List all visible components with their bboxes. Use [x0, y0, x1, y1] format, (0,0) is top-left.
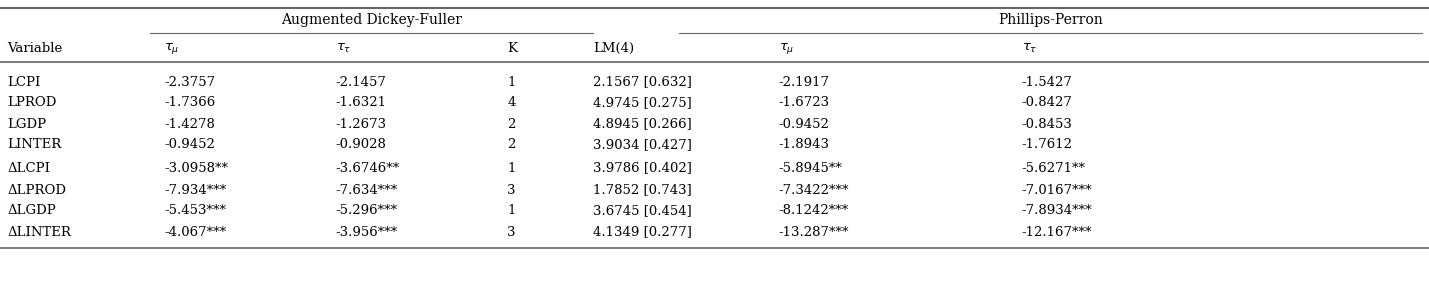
Text: 3.6745 [0.454]: 3.6745 [0.454] — [593, 204, 692, 217]
Text: 2: 2 — [507, 138, 516, 152]
Text: -1.6321: -1.6321 — [336, 96, 387, 109]
Text: -0.8453: -0.8453 — [1022, 117, 1073, 131]
Text: 1: 1 — [507, 204, 516, 217]
Text: -8.1242***: -8.1242*** — [779, 204, 849, 217]
Text: -7.8934***: -7.8934*** — [1022, 204, 1092, 217]
Text: -7.3422***: -7.3422*** — [779, 184, 849, 196]
Text: LPROD: LPROD — [7, 96, 57, 109]
Text: -3.956***: -3.956*** — [336, 225, 399, 239]
Text: LINTER: LINTER — [7, 138, 61, 152]
Text: 3.9034 [0.427]: 3.9034 [0.427] — [593, 138, 692, 152]
Text: 1: 1 — [507, 76, 516, 88]
Text: -7.934***: -7.934*** — [164, 184, 227, 196]
Text: -1.2673: -1.2673 — [336, 117, 387, 131]
Text: ΔLGDP: ΔLGDP — [7, 204, 56, 217]
Text: -0.9028: -0.9028 — [336, 138, 387, 152]
Text: ΔLPROD: ΔLPROD — [7, 184, 66, 196]
Text: -1.5427: -1.5427 — [1022, 76, 1073, 88]
Text: -1.8943: -1.8943 — [779, 138, 830, 152]
Text: 2.1567 [0.632]: 2.1567 [0.632] — [593, 76, 692, 88]
Text: 2: 2 — [507, 117, 516, 131]
Text: -5.453***: -5.453*** — [164, 204, 226, 217]
Text: -2.1457: -2.1457 — [336, 76, 387, 88]
Text: LGDP: LGDP — [7, 117, 46, 131]
Text: -5.296***: -5.296*** — [336, 204, 397, 217]
Text: 4.8945 [0.266]: 4.8945 [0.266] — [593, 117, 692, 131]
Text: -4.067***: -4.067*** — [164, 225, 226, 239]
Text: -1.7612: -1.7612 — [1022, 138, 1073, 152]
Text: 4.9745 [0.275]: 4.9745 [0.275] — [593, 96, 692, 109]
Text: -5.8945**: -5.8945** — [779, 162, 843, 174]
Text: -7.634***: -7.634*** — [336, 184, 399, 196]
Text: ΔLINTER: ΔLINTER — [7, 225, 71, 239]
Text: -2.3757: -2.3757 — [164, 76, 216, 88]
Text: ΔLCPI: ΔLCPI — [7, 162, 50, 174]
Text: $\tau_\tau$: $\tau_\tau$ — [336, 41, 352, 55]
Text: LCPI: LCPI — [7, 76, 40, 88]
Text: 3: 3 — [507, 225, 516, 239]
Text: -1.4278: -1.4278 — [164, 117, 216, 131]
Text: -0.9452: -0.9452 — [779, 117, 830, 131]
Text: -3.0958**: -3.0958** — [164, 162, 229, 174]
Text: $\tau_\mu$: $\tau_\mu$ — [779, 41, 795, 56]
Text: LM(4): LM(4) — [593, 41, 634, 55]
Text: 3.9786 [0.402]: 3.9786 [0.402] — [593, 162, 692, 174]
Text: Phillips-Perron: Phillips-Perron — [997, 13, 1103, 27]
Text: -13.287***: -13.287*** — [779, 225, 849, 239]
Text: 1.7852 [0.743]: 1.7852 [0.743] — [593, 184, 692, 196]
Text: Variable: Variable — [7, 41, 63, 55]
Text: 4.1349 [0.277]: 4.1349 [0.277] — [593, 225, 692, 239]
Text: $\tau_\tau$: $\tau_\tau$ — [1022, 41, 1037, 55]
Text: -2.1917: -2.1917 — [779, 76, 830, 88]
Text: $\tau_\mu$: $\tau_\mu$ — [164, 41, 180, 56]
Text: -1.6723: -1.6723 — [779, 96, 830, 109]
Text: -7.0167***: -7.0167*** — [1022, 184, 1092, 196]
Text: K: K — [507, 41, 517, 55]
Text: -12.167***: -12.167*** — [1022, 225, 1092, 239]
Text: -0.8427: -0.8427 — [1022, 96, 1073, 109]
Text: -3.6746**: -3.6746** — [336, 162, 400, 174]
Text: 1: 1 — [507, 162, 516, 174]
Text: 3: 3 — [507, 184, 516, 196]
Text: Augmented Dickey-Fuller: Augmented Dickey-Fuller — [282, 13, 462, 27]
Text: -5.6271**: -5.6271** — [1022, 162, 1086, 174]
Text: 4: 4 — [507, 96, 516, 109]
Text: -0.9452: -0.9452 — [164, 138, 216, 152]
Text: -1.7366: -1.7366 — [164, 96, 216, 109]
